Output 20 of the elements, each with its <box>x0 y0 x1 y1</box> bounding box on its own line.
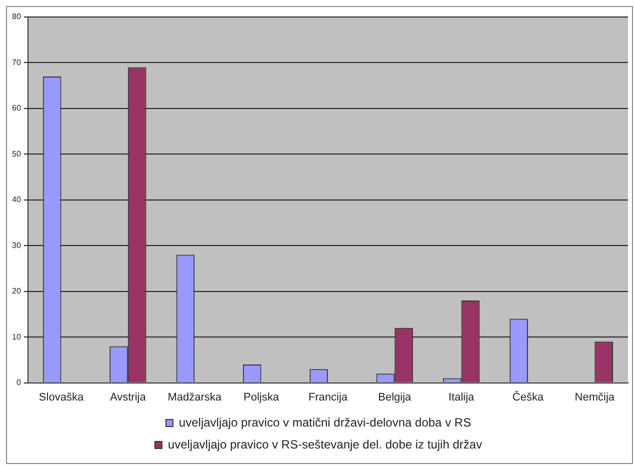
x-tick-label: Belgija <box>378 391 412 404</box>
y-tick-label: 80 <box>12 12 22 22</box>
y-tick-label: 20 <box>12 286 22 296</box>
legend-label: uveljavljajo pravico v matični državi-delovna doba v RS <box>178 415 472 430</box>
x-tick-label: Italija <box>448 391 476 404</box>
y-tick-label: 10 <box>12 332 22 342</box>
x-tick-label: Madžarska <box>168 391 222 404</box>
y-tick-label: 50 <box>12 149 22 158</box>
x-tick-label: Francija <box>308 391 348 404</box>
x-tick-label: Avstrija <box>110 391 147 404</box>
y-tick-label: 70 <box>12 58 22 67</box>
y-tick-label: 0 <box>16 378 22 388</box>
x-tick-label: Nemčija <box>574 391 616 404</box>
y-tick-label: 60 <box>12 104 22 113</box>
y-tick-label: 30 <box>12 240 22 250</box>
legend-label: uveljavljajo pravico v RS-seštevanje del. dobe iz tujih držav <box>168 437 482 452</box>
y-tick-label: 40 <box>12 195 22 204</box>
x-tick-label: Slovaška <box>38 391 84 404</box>
x-tick-label: Poljska <box>244 391 280 404</box>
x-tick-label: Češka <box>512 390 544 404</box>
